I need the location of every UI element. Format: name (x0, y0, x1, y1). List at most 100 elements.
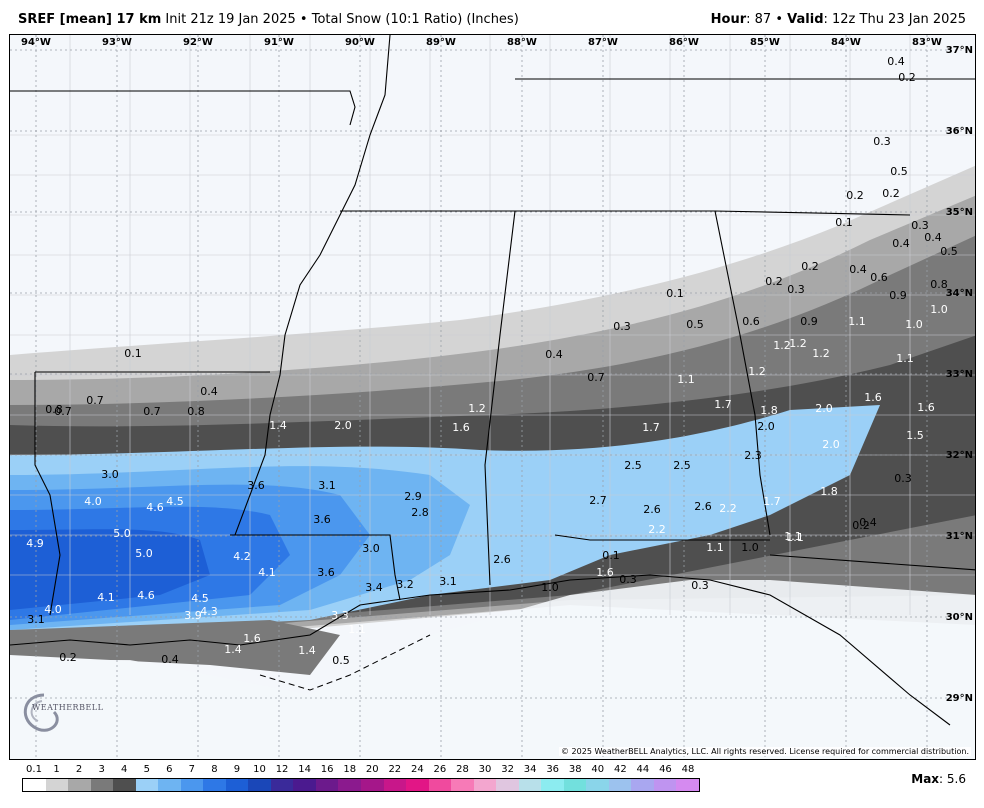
max-value: Max: 5.6 (911, 772, 966, 786)
legend-tick-label: 14 (298, 764, 311, 775)
snowfall-value-label: 1.7 (763, 495, 781, 508)
legend-color-swatch (68, 779, 91, 791)
snowfall-value-label: 1.1 (706, 541, 724, 554)
legend-color-swatch (608, 779, 632, 791)
legend-tick-label: 8 (211, 764, 218, 775)
snowfall-value-label: 4.0 (44, 603, 62, 616)
snowfall-value-label: 1.7 (714, 398, 732, 411)
init-time: Init 21z 19 Jan 2025 (165, 12, 296, 27)
snowfall-value-label: 0.3 (873, 135, 891, 148)
valid-value: : 12z Thu 23 Jan 2025 (823, 12, 967, 27)
longitude-label: 94°W (21, 37, 51, 48)
snowfall-value-label: 2.0 (334, 419, 352, 432)
valid-separator: • (775, 12, 784, 27)
snowfall-value-label: 0.8 (187, 405, 205, 418)
snowfall-value-label: 3.6 (247, 479, 265, 492)
longitude-label: 85°W (750, 37, 780, 48)
legend-color-swatch (203, 779, 226, 791)
snowfall-value-label: 0.4 (849, 263, 867, 276)
longitude-label: 86°W (669, 37, 699, 48)
latitude-label: 34°N (946, 288, 973, 299)
snowfall-value-label: 3.9 (184, 609, 202, 622)
snowfall-value-label: 0.2 (801, 260, 819, 273)
snowfall-value-label: 1.4 (269, 419, 287, 432)
snowfall-value-label: 1.0 (930, 303, 948, 316)
snowfall-value-label: 4.1 (97, 591, 115, 604)
snowfall-value-label: 3.1 (27, 613, 45, 626)
snowfall-value-label: 0.4 (892, 237, 910, 250)
legend-color-swatch (23, 779, 46, 791)
snowfall-value-label: 3.6 (317, 566, 335, 579)
snowfall-value-label: 1.6 (452, 421, 470, 434)
snowfall-value-label: 0.3 (613, 320, 631, 333)
snowfall-value-label: 0.4 (161, 653, 179, 666)
snow-shading (10, 165, 975, 759)
snowfall-value-label: 0.1 (666, 287, 684, 300)
snowfall-value-label: 0.5 (686, 318, 704, 331)
snowfall-value-label: 2.3 (744, 449, 762, 462)
snowfall-value-label: 0.1 (602, 549, 620, 562)
latitude-label: 32°N (946, 450, 973, 461)
snowfall-value-label: 5.0 (113, 527, 131, 540)
weatherbell-logo: WEATHERBELL (14, 687, 104, 737)
snowfall-value-label: 0.2 (59, 651, 77, 664)
snowfall-value-label: 0.2 (846, 189, 864, 202)
snowfall-value-label: 0.7 (587, 371, 605, 384)
snowfall-value-label: 5.0 (135, 547, 153, 560)
snowfall-value-label: 2.0 (815, 402, 833, 415)
snowfall-value-label: 1.1 (786, 531, 804, 544)
longitude-labels: 94°W 93°W 92°W 91°W 90°W 89°W 88°W 87°W 86°W 85°W… (21, 37, 942, 48)
legend-tick-label: 0.1 (26, 764, 42, 775)
snowfall-value-label: 1.1 (784, 530, 802, 543)
snowfall-value-label: 1.2 (789, 337, 807, 350)
snowfall-value-label: 2.2 (648, 523, 666, 536)
latitude-label: 33°N (946, 369, 973, 380)
snowfall-value-label: 4.6 (146, 501, 164, 514)
legend-color-swatch (248, 779, 271, 791)
snowfall-value-label: 1.2 (773, 339, 791, 352)
legend-color-swatch (383, 779, 407, 791)
max-number: : 5.6 (939, 772, 966, 786)
logo-swirl-outer (23, 693, 59, 732)
legend-color-swatch (653, 779, 677, 791)
legend-tick-label: 6 (166, 764, 173, 775)
legend-tick-label: 5 (143, 764, 150, 775)
snowfall-value-label: 2.9 (404, 490, 422, 503)
snowfall-value-label: 3.1 (439, 575, 457, 588)
legend-tick-label: 28 (456, 764, 469, 775)
snowfall-value-label: 0.8 (930, 278, 948, 291)
snowfall-value-label: 0.3 (619, 573, 637, 586)
legend-tick-label: 20 (365, 764, 379, 775)
border-mo-ar (10, 90, 356, 126)
snowfall-value-label: 4.9 (26, 537, 44, 550)
legend-color-swatch (180, 779, 204, 791)
snowfall-value-label: 1.1 (896, 352, 914, 365)
snowfall-value-label: 2.8 (411, 506, 429, 519)
title-separator: • (299, 12, 308, 27)
county-grid-a (10, 134, 975, 576)
snowfall-value-label: 1.5 (906, 429, 924, 442)
border-la-tx (34, 372, 61, 616)
legend-color-swatch (631, 779, 654, 791)
snowfall-value-label: 0.3 (691, 579, 709, 592)
copyright-notice: © 2025 WeatherBELL Analytics, LLC. All r… (559, 747, 971, 756)
snowfall-value-label: 0.3 (911, 219, 929, 232)
border-ms-al (484, 210, 516, 586)
legend-tick-label: 34 (523, 764, 537, 775)
legend-tick-label: 30 (478, 764, 492, 775)
legend-color-swatch (451, 779, 474, 791)
snowfall-value-label: 2.0 (822, 438, 840, 451)
legend-color-swatch (473, 779, 497, 791)
legend-tick-label: 12 (275, 764, 289, 775)
snowfall-value-label: 0.2 (898, 71, 916, 84)
longitude-label: 90°W (345, 37, 375, 48)
product-name: Total Snow (10:1 Ratio) (Inches) (311, 12, 519, 27)
gulf-sea (10, 580, 975, 759)
legend-tick-label: 44 (636, 764, 650, 775)
snowfall-value-labels: 0.40.20.30.50.2 0.20.1 0.30.4 0.40.50.2 0.40… (26, 55, 958, 667)
snowfall-value-label: 3.6 (313, 513, 331, 526)
border-mississippi-river (230, 35, 401, 601)
legend-tick-label: 26 (433, 764, 447, 775)
color-scale-legend: 0.1 1 2 3 4 5 6 7 8 9 10 12 14 16 18 20 22 24 26 28 30 32 34 36… (22, 764, 702, 800)
snowfall-value-label: 0.9 (889, 289, 907, 302)
